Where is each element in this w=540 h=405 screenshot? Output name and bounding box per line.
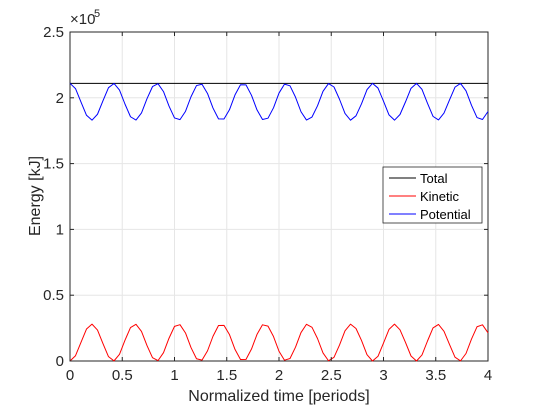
x-tick-label: 4: [484, 367, 492, 384]
x-tick-label: 2: [275, 367, 283, 384]
y-tick-label: 1.5: [43, 156, 64, 173]
legend: Total Kinetic Potential: [382, 166, 483, 224]
series-line-potential: [69, 82, 489, 121]
y-axis-label: Energy [kJ]: [27, 156, 44, 236]
series-line-kinetic: [69, 323, 489, 362]
legend-label-total: Total: [420, 171, 448, 186]
tick-layer: 0 0.5 1 1.5 2 2.5 3 3.5 4 0 0.5 1 1.5 2 2.5: [43, 24, 492, 384]
legend-label-potential: Potential: [420, 207, 471, 222]
y-tick-label: 2.5: [43, 24, 64, 41]
y-tick-label: 2: [56, 90, 64, 107]
x-tick-label: 0.5: [112, 367, 133, 384]
y-tick-label: 0: [56, 353, 64, 370]
x-axis-label: Normalized time [periods]: [188, 388, 369, 405]
x-tick-label: 3: [379, 367, 387, 384]
x-tick-label: 1: [170, 367, 178, 384]
x-tick-label: 3.5: [425, 367, 446, 384]
y-tick-label: 0.5: [43, 287, 64, 304]
legend-label-kinetic: Kinetic: [420, 189, 460, 204]
y-exponent-base: ×10: [70, 11, 95, 28]
x-tick-label: 1.5: [216, 367, 237, 384]
x-tick-label: 0: [66, 367, 74, 384]
y-tick-label: 1: [56, 221, 64, 238]
x-tick-label: 2.5: [321, 367, 342, 384]
y-exponent-power: 5: [94, 8, 100, 20]
series-layer: [69, 82, 489, 362]
